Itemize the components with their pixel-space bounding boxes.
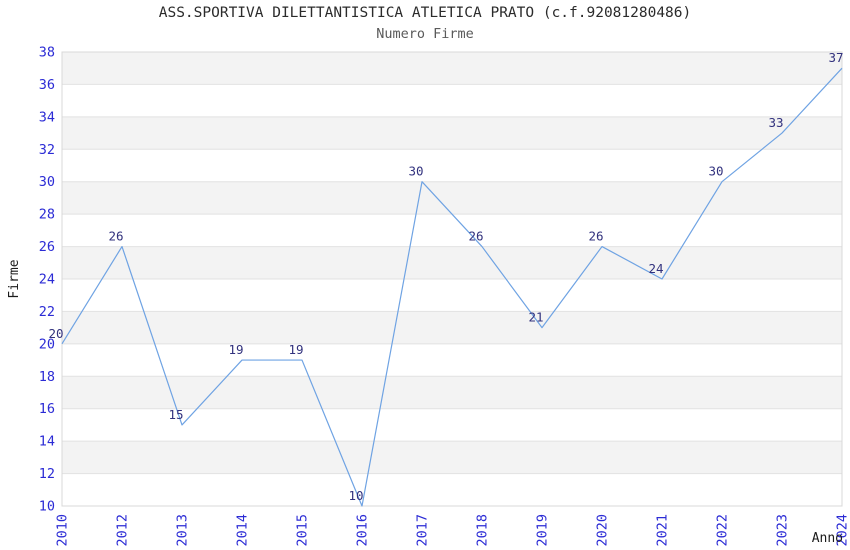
plot-band <box>62 279 842 312</box>
y-tick-label: 24 <box>39 272 55 288</box>
data-point-label: 37 <box>828 50 843 65</box>
y-tick-label: 14 <box>39 434 55 450</box>
data-point-label: 19 <box>228 342 243 357</box>
x-axis-title: Anno <box>812 531 843 546</box>
y-tick-label: 20 <box>39 336 55 352</box>
y-tick-label: 18 <box>39 369 55 385</box>
data-point-label: 21 <box>528 310 543 325</box>
y-tick-label: 28 <box>39 207 55 223</box>
y-tick-label: 10 <box>39 499 55 515</box>
data-point-label: 10 <box>348 488 363 503</box>
y-tick-label: 26 <box>39 239 55 255</box>
y-tick-label: 30 <box>39 174 55 190</box>
plot-band <box>62 343 842 377</box>
x-tick-label: 2020 <box>595 514 611 547</box>
plot-band <box>62 181 842 215</box>
plot-band <box>62 311 842 344</box>
y-tick-label: 12 <box>39 466 55 482</box>
data-point-label: 33 <box>768 115 783 130</box>
data-point-label: 15 <box>168 407 183 422</box>
plot-band <box>62 246 842 279</box>
x-tick-label: 2023 <box>775 514 791 547</box>
data-point-label: 24 <box>648 261 663 276</box>
y-tick-label: 22 <box>39 304 55 320</box>
y-tick-label: 38 <box>39 45 55 61</box>
x-tick-label: 2017 <box>415 514 431 547</box>
y-tick-label: 16 <box>39 401 55 417</box>
y-tick-label: 36 <box>39 77 55 93</box>
data-point-label: 26 <box>468 229 483 244</box>
plot-band <box>62 473 842 506</box>
data-line <box>61 67 843 507</box>
x-tick-label: 2014 <box>235 514 251 547</box>
chart-title: ASS.SPORTIVA DILETTANTISTICA ATLETICA PR… <box>158 5 692 21</box>
y-tick-label: 34 <box>39 109 55 125</box>
plot-band <box>62 149 842 182</box>
data-point-label: 19 <box>288 342 303 357</box>
data-point-label: 26 <box>588 229 603 244</box>
data-point-label: 26 <box>108 229 123 244</box>
x-tick-label: 2021 <box>655 514 671 547</box>
plot-band <box>62 116 842 150</box>
data-point-label: 20 <box>48 326 63 341</box>
x-tick-label: 2019 <box>535 514 551 547</box>
x-tick-label: 2018 <box>475 514 491 547</box>
x-tick-label: 2012 <box>115 514 131 547</box>
x-tick-label: 2013 <box>175 514 191 547</box>
data-point-label: 30 <box>408 164 423 179</box>
x-tick-label: 2024 <box>835 514 850 547</box>
chart-subtitle: Numero Firme <box>376 26 474 42</box>
x-tick-label: 2015 <box>295 514 311 547</box>
y-axis-title: Firme <box>7 259 22 298</box>
plot-border <box>61 51 843 507</box>
y-tick-label: 32 <box>39 142 55 158</box>
x-tick-label: 2022 <box>715 514 731 547</box>
data-point-label: 30 <box>708 164 723 179</box>
plot-band <box>62 84 842 117</box>
x-tick-label: 2016 <box>355 514 371 547</box>
plot-band <box>62 52 842 85</box>
plot-band <box>62 441 842 474</box>
plot-band <box>62 214 842 247</box>
x-tick-label: 2010 <box>55 514 71 547</box>
plot-band <box>62 376 842 409</box>
